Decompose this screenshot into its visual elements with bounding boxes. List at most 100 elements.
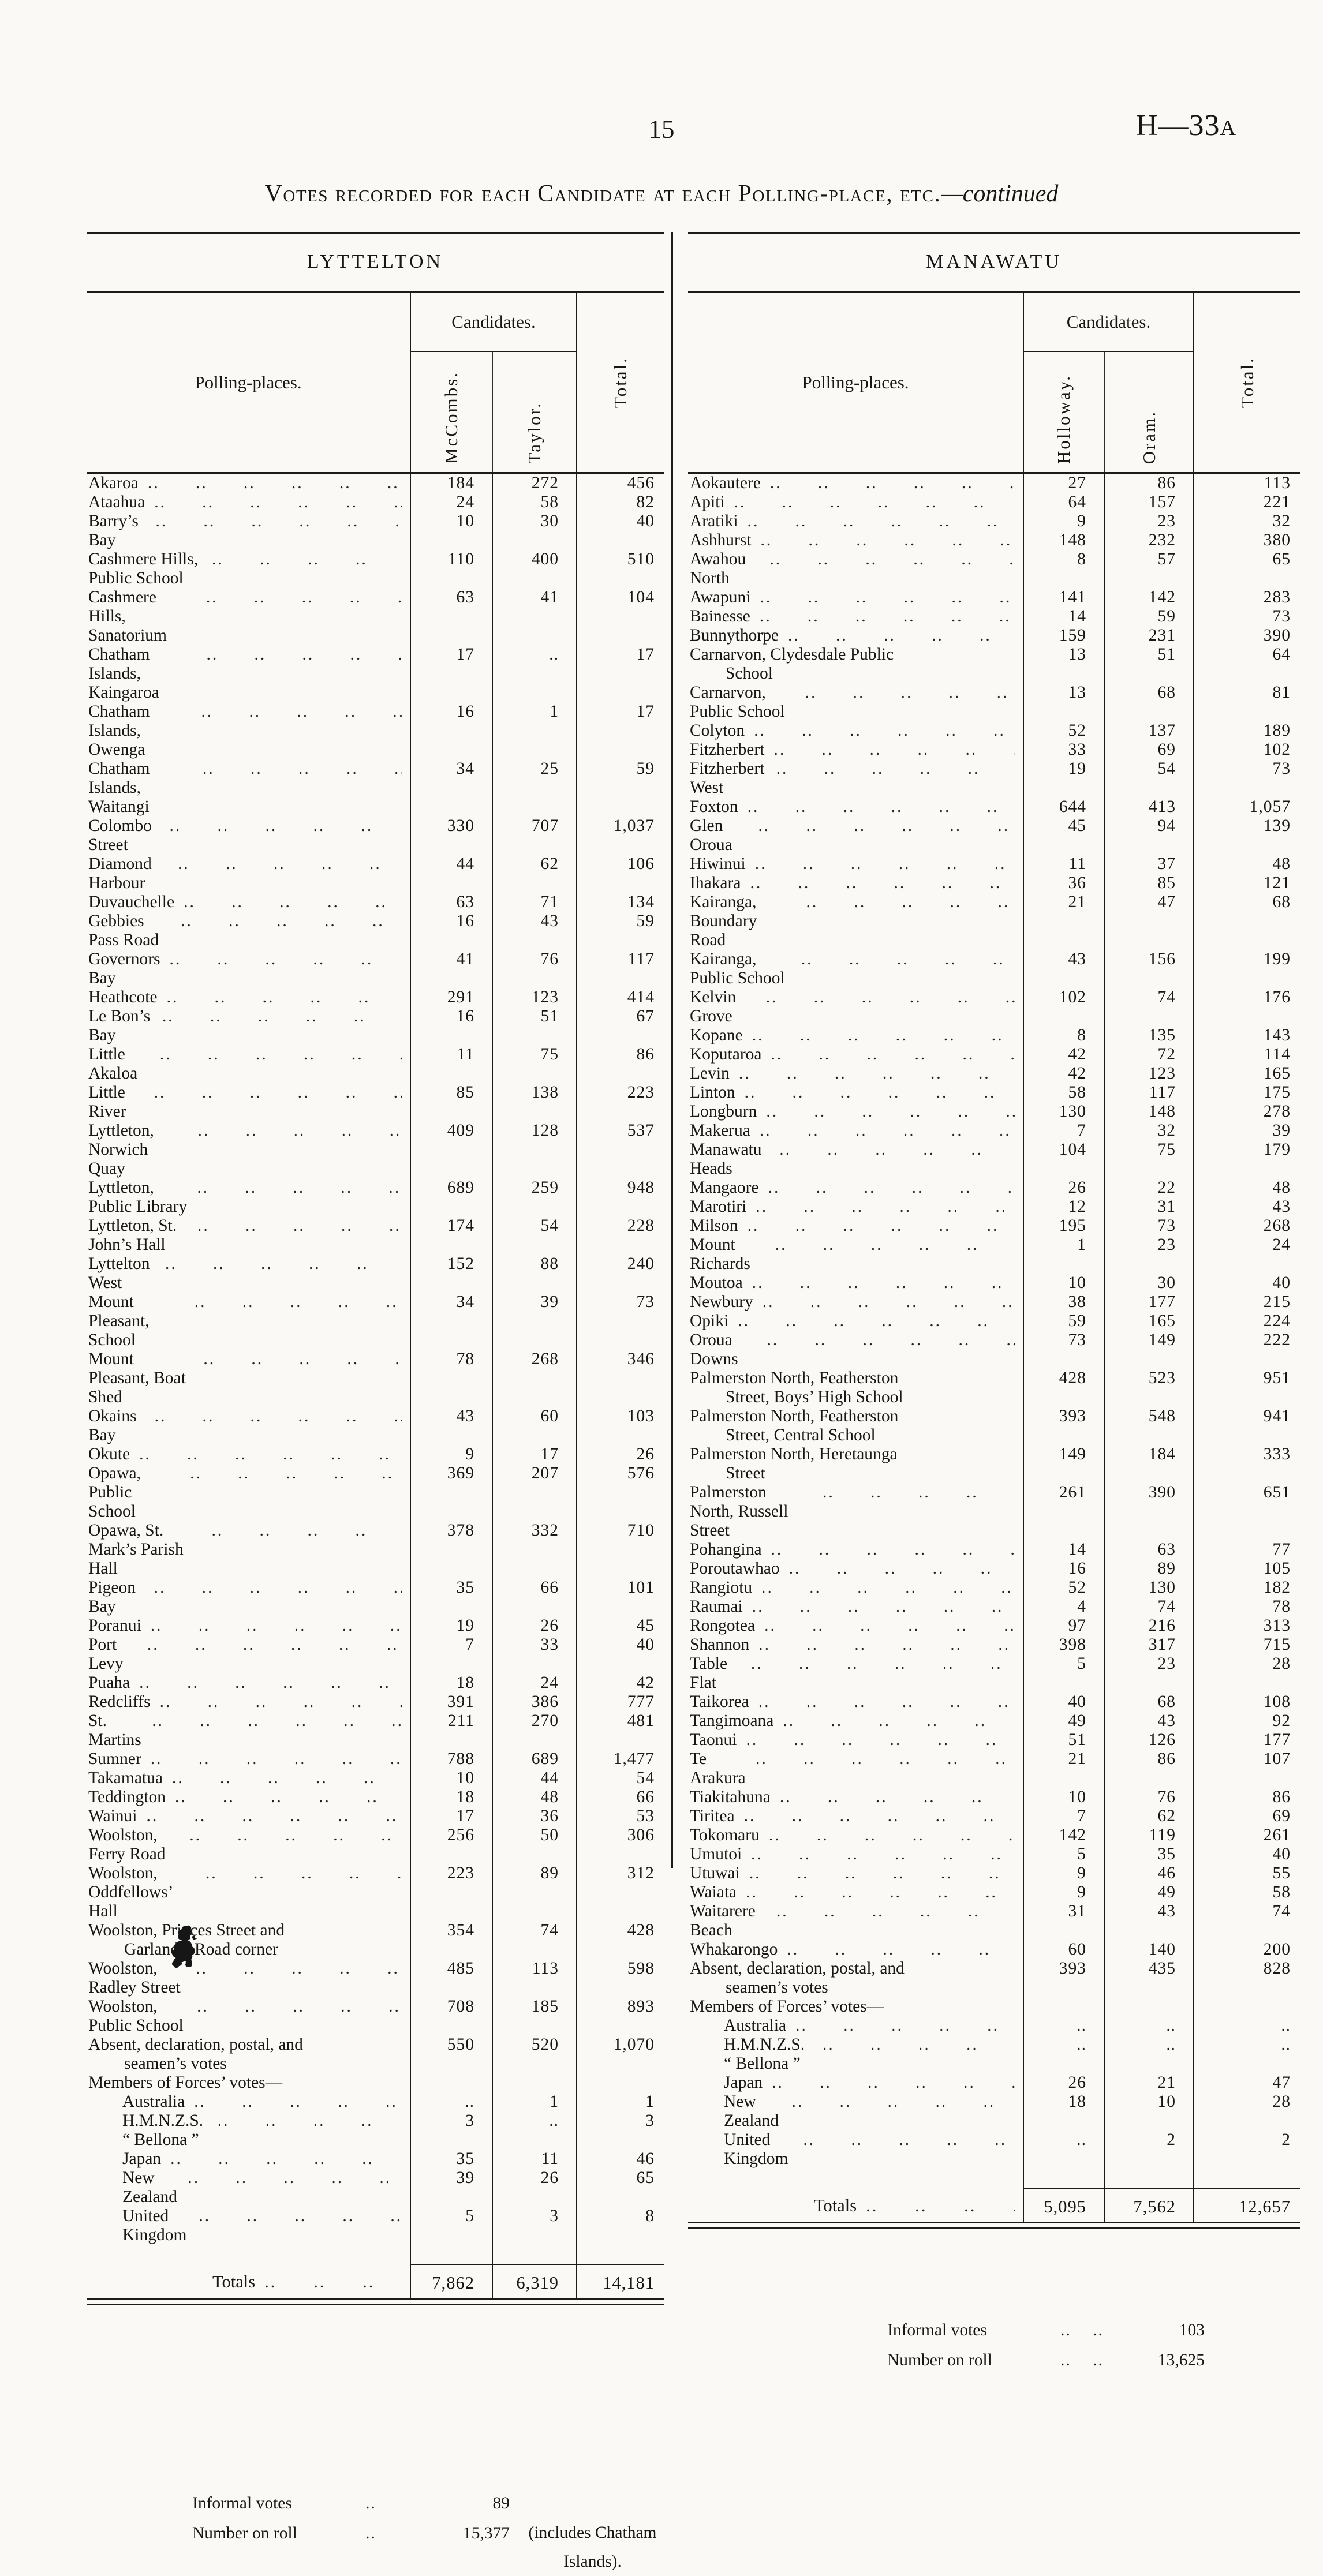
- leader-dots: [211, 1521, 402, 1540]
- candidate1-votes-cell: 256: [410, 1826, 492, 1864]
- leader-dots: [780, 1788, 1015, 1807]
- total-header: Total.: [1193, 293, 1300, 472]
- document-page: { "page": { "number": "15", "ref_main": …: [0, 0, 1323, 2096]
- spacer-cell: [576, 2245, 664, 2264]
- total-votes-cell: 78: [1193, 1597, 1300, 1616]
- candidate1-votes-cell: 261: [1023, 1483, 1104, 1540]
- candidate1-votes-cell: 10: [1023, 1274, 1104, 1293]
- total-votes-cell: 240: [576, 1255, 664, 1293]
- polling-place-name: Lyttleton, Norwich Quay: [88, 1121, 159, 1178]
- candidate1-votes-cell: 60: [1023, 1940, 1104, 1959]
- total-votes-cell: 1: [576, 2092, 664, 2111]
- candidate1-votes-cell: 16: [410, 912, 492, 950]
- candidate1-votes-cell: 26: [1023, 2073, 1104, 2092]
- candidate2-votes-cell: 43: [1104, 1712, 1193, 1731]
- candidate1-votes-cell: 52: [1023, 721, 1104, 740]
- total-votes-cell: 17: [576, 702, 664, 759]
- note-extra: (includes Chatham Islands).: [528, 2523, 657, 2571]
- total-votes-cell: 390: [1193, 626, 1300, 645]
- candidate2-votes-cell: 25: [492, 759, 576, 817]
- candidate1-votes-cell: 12: [1023, 1197, 1104, 1216]
- candidate1-votes-cell: 19: [410, 1616, 492, 1635]
- polling-place-name: Kairanga, Public School: [690, 950, 785, 987]
- leader-dots: [752, 1026, 1015, 1045]
- spacer-cell: [492, 2245, 576, 2264]
- candidate1-votes-cell: 21: [1023, 1750, 1104, 1788]
- polling-place-cell: Cashmere Hills, Public School: [87, 550, 410, 588]
- leader-dots: [197, 1216, 402, 1235]
- candidate1-votes-cell: ..: [410, 2092, 492, 2111]
- leader-dots: [758, 1635, 1015, 1654]
- polling-place-cell: Australia: [87, 2092, 410, 2111]
- candidate1-votes-cell: 393: [1023, 1959, 1104, 1997]
- total-votes-cell: 28: [1193, 2092, 1300, 2131]
- candidate1-votes-cell: 391: [410, 1693, 492, 1712]
- paper-reference-suffix: A: [1220, 116, 1236, 140]
- candidate2-votes-cell: 30: [492, 512, 576, 550]
- candidate2-votes-cell: 232: [1104, 531, 1193, 550]
- leader-dots: [771, 1045, 1015, 1064]
- polling-place-name: Colyton: [690, 721, 745, 740]
- polling-place-cell: Le Bon’s Bay: [87, 1007, 410, 1045]
- total-votes-cell: 68: [1193, 893, 1300, 950]
- leader-dots: [771, 1540, 1015, 1559]
- polling-place-cell: Port Levy: [87, 1635, 410, 1673]
- polling-place-name: Heathcote: [88, 988, 158, 1006]
- total-votes-cell: 346: [576, 1350, 664, 1407]
- candidate2-votes-cell: 88: [492, 1255, 576, 1293]
- candidate1-votes-cell: 195: [1023, 1216, 1104, 1235]
- total-votes-cell: 117: [576, 950, 664, 988]
- leader-dots: [194, 2092, 402, 2111]
- polling-place-name: H.M.N.Z.S. “ Bellona ”: [724, 2035, 809, 2073]
- candidate2-votes-cell: 37: [1104, 855, 1193, 874]
- candidate2-votes-cell: 59: [1104, 607, 1193, 626]
- polling-place-name: Table Flat: [690, 1654, 732, 1692]
- total-votes-cell: 113: [1193, 474, 1300, 493]
- candidate1-votes-cell: 5: [410, 2207, 492, 2245]
- total-votes-cell: 86: [576, 1045, 664, 1083]
- total-votes-cell: 182: [1193, 1578, 1300, 1597]
- leader-dots: [789, 1559, 1015, 1578]
- polling-place-name: Fitzherbert West: [690, 759, 769, 797]
- total-votes-cell: 40: [1193, 1845, 1300, 1864]
- candidate2-votes-cell: 272: [492, 474, 576, 493]
- total-votes-cell: 47: [1193, 2073, 1300, 2092]
- leader-dots: [190, 1464, 402, 1483]
- polling-place-name: Governors Bay: [88, 950, 165, 987]
- leader-dots: [154, 493, 402, 512]
- total-votes-cell: 828: [1193, 1959, 1300, 1997]
- candidate1-votes-cell: 689: [410, 1178, 492, 1216]
- leader-dots: [162, 1007, 402, 1026]
- candidate2-votes-cell: 413: [1104, 797, 1193, 817]
- leader-dots: [206, 645, 402, 664]
- polling-place-name: Okute: [88, 1445, 130, 1463]
- candidate2-name: Taylor.: [524, 402, 544, 464]
- total-votes-cell: 380: [1193, 531, 1300, 550]
- candidate1-votes-cell: 59: [1023, 1312, 1104, 1331]
- candidate2-votes-cell: 130: [1104, 1578, 1193, 1597]
- candidate2-votes-cell: 156: [1104, 950, 1193, 988]
- polling-place-name: Makerua: [690, 1121, 750, 1140]
- candidate2-votes-cell: 123: [1104, 1064, 1193, 1083]
- total-votes-cell: 1,070: [576, 2035, 664, 2073]
- leader-dots: [760, 588, 1015, 607]
- candidate2-votes-cell: 89: [1104, 1559, 1193, 1578]
- polling-place-cell: Heathcote: [87, 988, 410, 1007]
- candidate2-votes-cell: 26: [492, 1616, 576, 1635]
- leader-dots: [755, 855, 1015, 874]
- polling-place-name: Woolston, Princes Street and Garland’s R…: [88, 1921, 285, 1959]
- polling-place-name: Carnarvon, Clydesdale Public School: [690, 645, 894, 683]
- candidate2-votes-cell: 74: [1104, 1597, 1193, 1616]
- polling-place-name: Umutoi: [690, 1845, 742, 1863]
- candidate2-votes-cell: 60: [492, 1407, 576, 1445]
- polling-place-cell: Opawa, St. Mark’s Parish Hall: [87, 1521, 410, 1578]
- electorate-column-manawatu: MANAWATU Polling-places. Candidates. Hol…: [688, 232, 1300, 2375]
- candidate2-votes-cell: 66: [492, 1578, 576, 1616]
- polling-place-cell: Raumai: [688, 1597, 1023, 1616]
- table-bottom-rule: [87, 2298, 664, 2305]
- polling-place-name: Opiki: [690, 1312, 729, 1330]
- candidate1-votes-cell: 8: [1023, 1026, 1104, 1045]
- leader-dots: [761, 531, 1015, 550]
- candidate1-votes-cell: 291: [410, 988, 492, 1007]
- candidate1-votes-cell: 73: [1023, 1331, 1104, 1369]
